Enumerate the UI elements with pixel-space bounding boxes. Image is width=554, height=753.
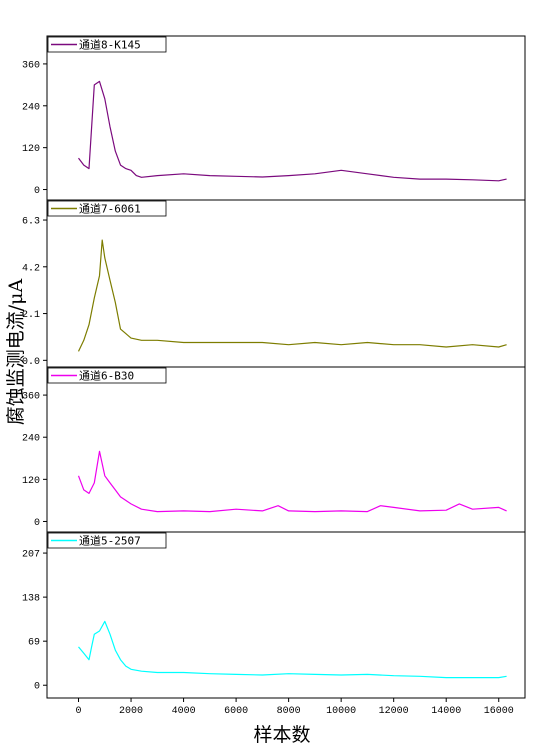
y-tick-label: 69 [28,638,40,649]
y-tick-label: 360 [22,392,40,403]
legend: 通道7-6061 [47,200,167,217]
x-tick-label: 12000 [379,706,409,717]
x-tick-label: 16000 [484,706,514,717]
legend-label: 通道6-B30 [79,369,134,383]
series-line-2 [77,239,507,352]
panel-4: 0 69 138 207 通道5-2507 [22,531,526,699]
x-tick-label: 6000 [224,706,248,717]
y-tick-label: 138 [22,594,40,605]
x-axis: 0 2000 4000 6000 8000 10000 12000 14000 16000 [76,698,514,717]
y-tick-label: 240 [22,102,40,113]
legend-box [47,367,167,384]
panels-layer: 0 120 240 360 通道8-K145 0.0 2.1 4.2 6.3 通道7-6061 0 1… [22,35,526,699]
legend-box [47,532,167,549]
y-tick-label: 120 [22,144,40,155]
y-tick-label: 0 [34,186,40,197]
legend-label: 通道8-K145 [79,38,141,52]
y-axis-title: 腐蚀监测电流/μA [5,278,27,425]
y-tick-label: 120 [22,476,40,487]
x-tick-label: 14000 [431,706,461,717]
y-tick-label: 0 [34,682,40,693]
series-line-3 [77,450,507,513]
y-tick-label: 207 [22,550,40,561]
y-tick-label: 6.3 [22,217,40,228]
x-tick-label: 0 [76,706,82,717]
y-tick-label: 4.2 [22,263,40,274]
y-tick-label: 240 [22,434,40,445]
legend-box [47,36,167,53]
x-axis-title: 样本数 [253,724,310,746]
x-tick-label: 4000 [172,706,196,717]
y-tick-label: 360 [22,60,40,71]
legend-label: 通道7-6061 [79,202,141,216]
panel-frame [46,531,526,699]
panel-2: 0.0 2.1 4.2 6.3 通道7-6061 [22,199,526,368]
x-tick-label: 10000 [326,706,356,717]
legend: 通道8-K145 [47,36,167,53]
series-line-1 [78,80,507,182]
series-line-4 [78,620,507,679]
x-tick-label: 2000 [119,706,143,717]
x-tick-label: 8000 [277,706,301,717]
legend: 通道5-2507 [47,532,167,549]
legend: 通道6-B30 [47,367,167,384]
y-tick-label: 0.0 [22,357,40,368]
y-tick-label: 0 [34,518,40,529]
legend-label: 通道5-2507 [79,534,141,548]
legend-box [47,200,167,217]
panel-1: 0 120 240 360 通道8-K145 [22,35,526,201]
y-tick-label: 2.1 [22,310,40,321]
